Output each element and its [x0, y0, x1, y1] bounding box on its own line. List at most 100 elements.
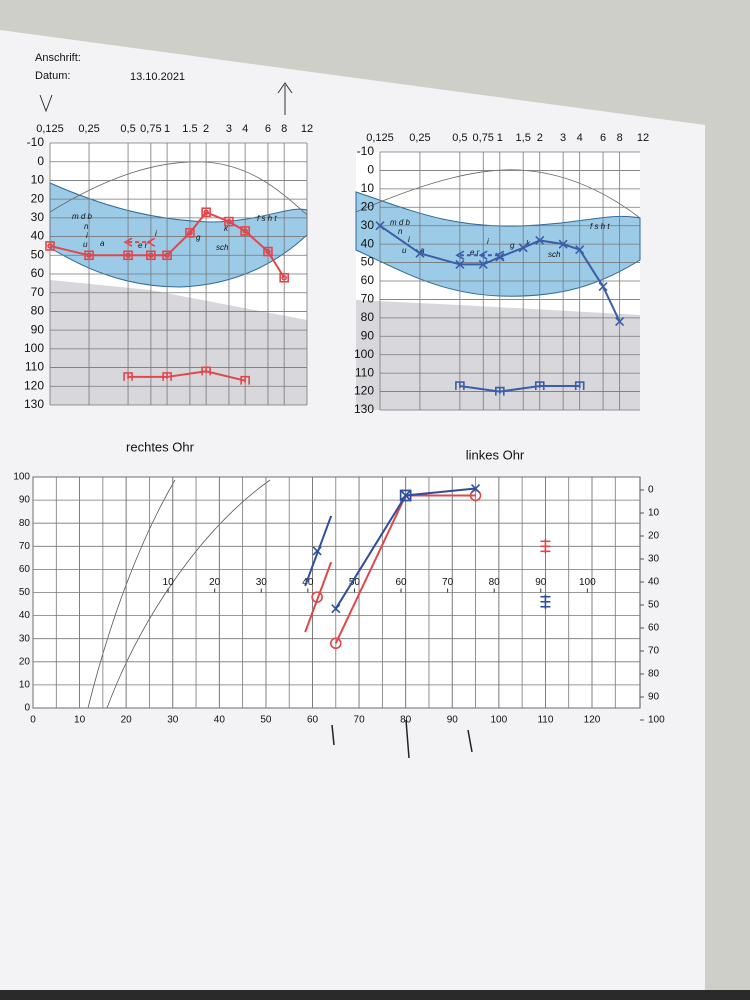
- frequency-label: 2: [537, 132, 543, 144]
- marker-part: [574, 381, 585, 391]
- phoneme-label: i: [487, 237, 489, 246]
- y2-tick-label: 80: [648, 669, 660, 680]
- threshold-marker: [123, 372, 133, 381]
- threshold-marker: [534, 381, 545, 391]
- inner-tick-label: 20: [209, 577, 221, 588]
- threshold-marker: [375, 221, 385, 231]
- phoneme-label: n: [84, 222, 89, 231]
- intelligibility-marker: [470, 483, 481, 494]
- phoneme-label: g: [196, 233, 201, 242]
- y2-tick-label: 10: [648, 508, 660, 519]
- frequency-label: 0,5: [452, 132, 467, 144]
- frequency-label: 8: [617, 132, 623, 144]
- marker-part: [146, 250, 156, 261]
- frequency-label: 0,25: [78, 123, 99, 135]
- threshold-marker: [518, 243, 528, 253]
- marker-part: [240, 226, 250, 236]
- db-label: 60: [361, 273, 375, 287]
- threshold-marker: [45, 241, 55, 251]
- address-label: Anschrift:: [35, 52, 81, 64]
- db-label: 0: [37, 154, 44, 168]
- y-tick-label: 70: [19, 541, 31, 552]
- inner-tick-label: 70: [442, 577, 454, 588]
- db-label: 70: [31, 285, 45, 299]
- phoneme-label: a: [100, 239, 105, 248]
- marker-part: [375, 221, 385, 231]
- x-tick-label: 20: [121, 715, 133, 726]
- phoneme-label: i: [86, 231, 88, 240]
- x-tick-label: 120: [584, 715, 601, 726]
- threshold-marker: [574, 381, 585, 391]
- date-label: Datum:: [35, 70, 70, 82]
- handwritten-arrows: [39, 82, 293, 115]
- threshold-marker: [495, 250, 505, 260]
- marker-part: [187, 230, 193, 236]
- db-label: 100: [354, 347, 374, 361]
- threshold-marker: [201, 207, 211, 218]
- inner-tick-label: 60: [395, 577, 407, 588]
- marker-part: [598, 281, 608, 292]
- frequency-label: 0,125: [366, 132, 394, 144]
- marker-part: [311, 591, 323, 603]
- threshold-marker: [535, 235, 545, 246]
- y-tick-label: 100: [13, 472, 30, 483]
- marker-part: [469, 489, 482, 502]
- marker-part: [312, 546, 322, 556]
- db-label: 40: [361, 236, 375, 250]
- handwritten-marks: [331, 719, 473, 759]
- threshold-line: [128, 370, 246, 382]
- threshold-marker: [123, 250, 133, 261]
- marker-part: [534, 381, 545, 391]
- marker-part: [45, 241, 55, 251]
- intelligibility-marker: [399, 489, 412, 502]
- marker-part: [279, 272, 289, 283]
- intelligibility-marker: [311, 591, 323, 603]
- marker-part: [148, 252, 154, 259]
- db-label: 70: [361, 292, 375, 306]
- db-label: 80: [361, 310, 375, 324]
- db-label: 20: [361, 199, 375, 213]
- threshold-marker: [201, 366, 211, 376]
- threshold-marker: [415, 248, 425, 258]
- y2-tick-label: 60: [648, 623, 660, 634]
- threshold-marker: [455, 250, 465, 260]
- marker-part: [86, 252, 92, 259]
- db-label: -10: [357, 144, 375, 158]
- marker-part: [518, 243, 528, 253]
- marker-part: [331, 604, 341, 614]
- phoneme-label: m d b: [390, 218, 411, 227]
- intelligibility-marker: [540, 539, 551, 554]
- y2-tick-label: 40: [648, 577, 660, 588]
- threshold-marker: [495, 386, 505, 396]
- inner-tick-label: 90: [535, 577, 547, 588]
- table-edge: [0, 990, 750, 1000]
- marker-part: [495, 386, 505, 396]
- threshold-marker: [162, 372, 172, 381]
- marker-part: [226, 218, 232, 225]
- intelligibility-marker: [469, 489, 482, 502]
- threshold-marker: [279, 272, 289, 283]
- threshold-marker: [455, 259, 465, 269]
- db-label: 10: [361, 181, 375, 195]
- marker-part: [558, 239, 568, 249]
- threshold-line: [459, 385, 580, 393]
- phoneme-label: e r: [470, 248, 480, 257]
- marker-part: [201, 366, 211, 376]
- db-label: 90: [361, 328, 375, 342]
- y-tick-label: 0: [24, 703, 30, 714]
- inner-tick-label: 10: [163, 577, 175, 588]
- threshold-marker: [162, 250, 172, 261]
- frequency-label: 0,5: [120, 123, 135, 135]
- threshold-marker: [146, 250, 156, 261]
- db-label: 20: [31, 191, 45, 205]
- marker-part: [615, 316, 625, 327]
- marker-part: [201, 207, 211, 218]
- phoneme-label: k: [224, 224, 229, 233]
- phoneme-label: i: [408, 235, 410, 244]
- phoneme-label: f s h t: [257, 214, 277, 223]
- marker-part: [281, 274, 287, 281]
- frequency-label: 3: [560, 132, 566, 144]
- db-label: 90: [31, 322, 45, 336]
- threshold-marker: [558, 239, 568, 249]
- x-tick-label: 0: [30, 715, 36, 726]
